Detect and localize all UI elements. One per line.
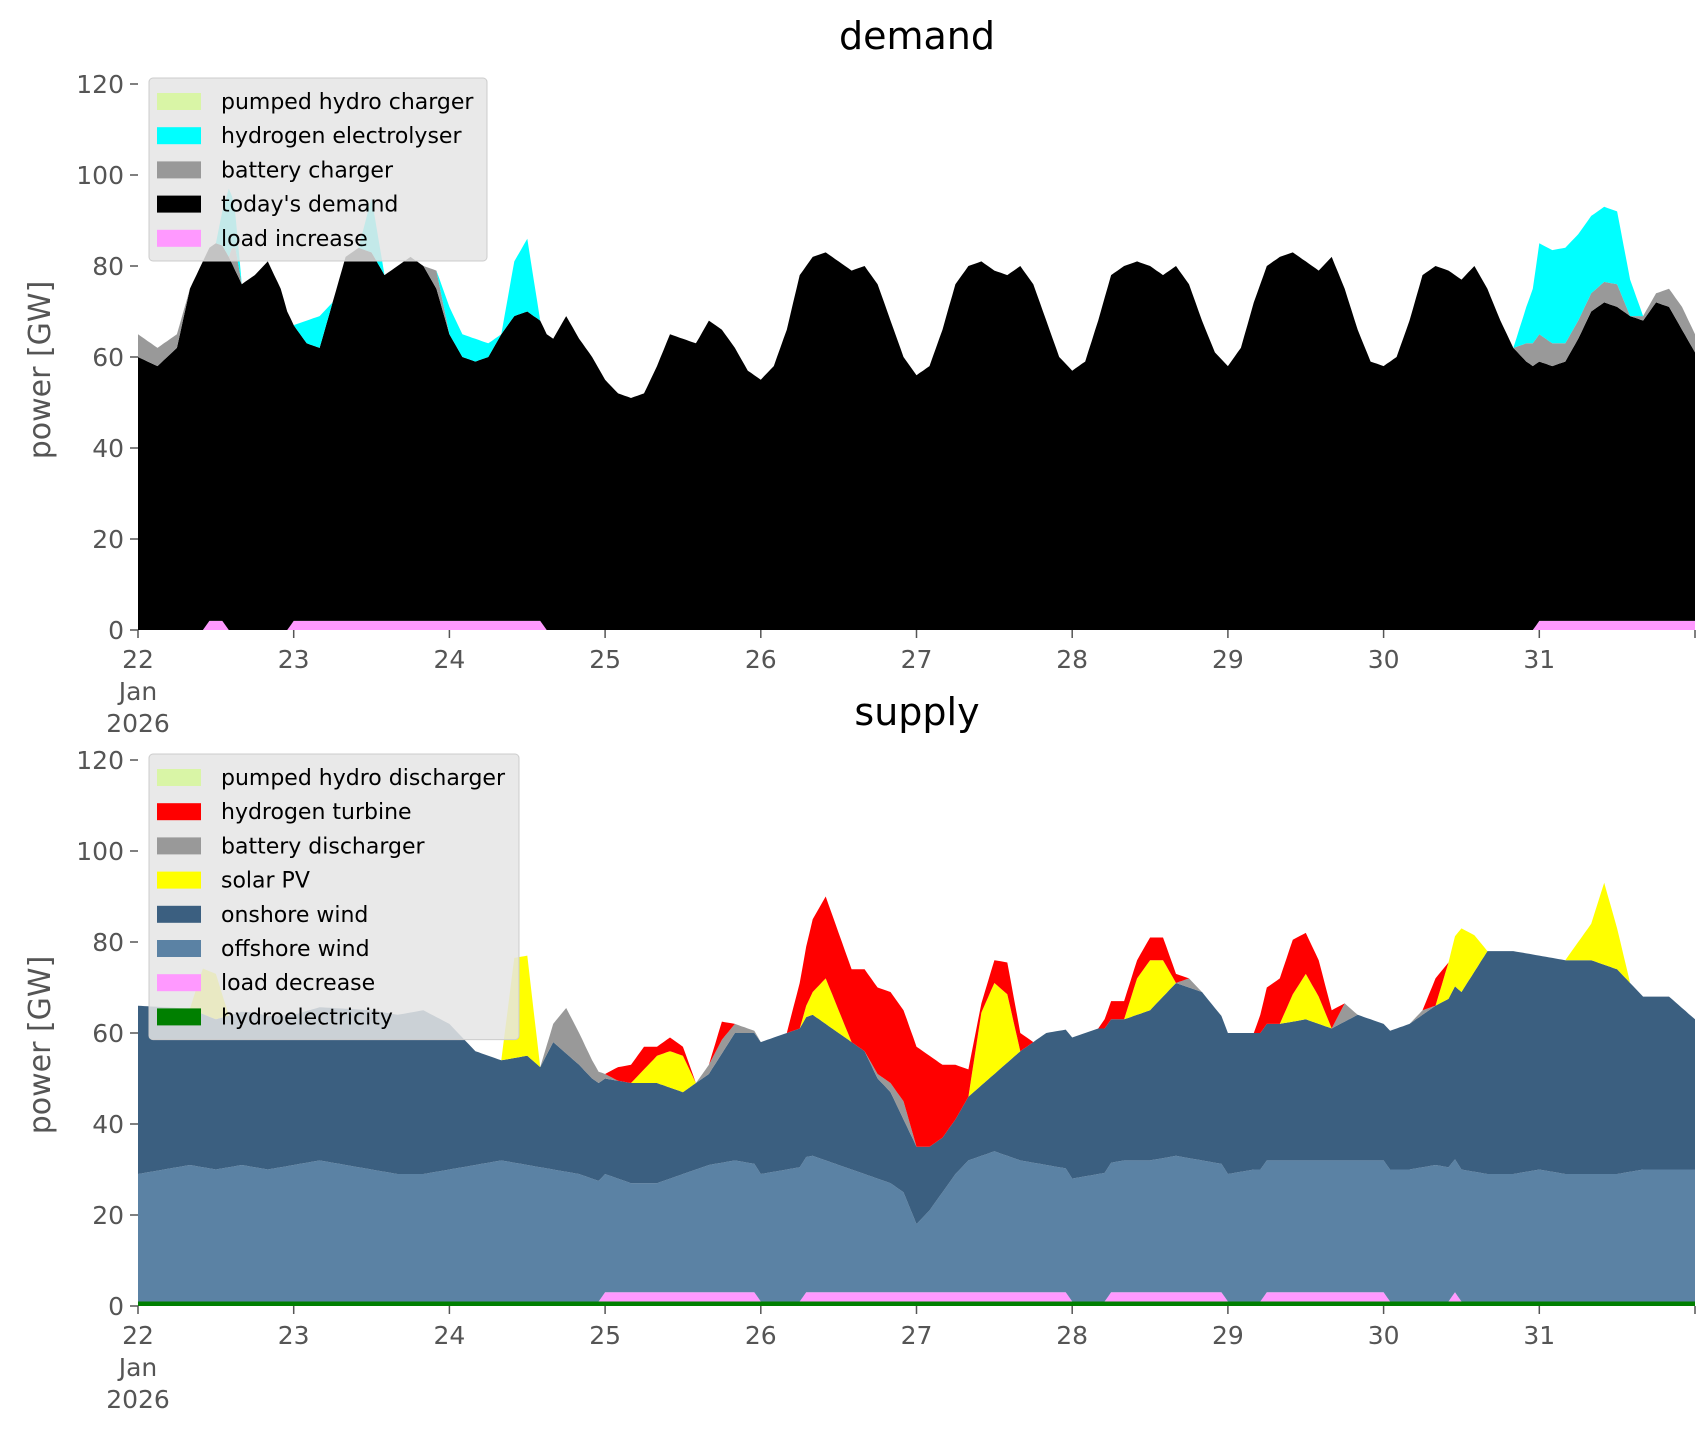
area-onshore-wind [138,951,1695,1225]
supply-ylabel: power [GW] [23,956,58,1135]
y-tick-label: 100 [76,161,124,190]
x-tick-label: 26 [745,645,777,674]
y-tick-label: 40 [92,1110,124,1139]
legend-swatch-pumped-hydro-discharger [157,769,201,786]
legend-label-today-s-demand: today's demand [221,193,398,218]
legend-box [148,753,520,1041]
x-tick-label: 29 [1212,1321,1244,1350]
x-tick-year: 2026 [106,709,170,738]
legend-label-offshore-wind: offshore wind [221,937,370,962]
y-tick-label: 20 [92,525,124,554]
y-tick-label: 100 [76,837,124,866]
x-tick-label: 30 [1368,645,1400,674]
area-load-increase [138,620,1695,630]
legend-label-pumped-hydro-discharger: pumped hydro discharger [221,766,506,791]
x-tick-label: 23 [278,1321,310,1350]
legend-swatch-battery-charger [157,161,201,179]
legend-swatch-hydrogen-turbine [157,803,201,821]
legend-swatch-load-decrease [157,974,201,992]
area-load-decrease [138,1292,1695,1302]
y-tick-label: 60 [92,1019,124,1048]
supply-areas [138,882,1695,1306]
x-tick-label: 22 [122,645,154,674]
legend-swatch-solar-pv [157,871,201,889]
x-tick-label: 28 [1056,645,1088,674]
legend-label-load-decrease: load decrease [221,971,375,996]
x-tick-label: 30 [1368,1321,1400,1350]
legend-swatch-offshore-wind [157,940,201,957]
supply-legend: pumped hydro discharger hydrogen turbine b… [148,753,520,1041]
legend-label-hydrogen-electrolyser: hydrogen electrolyser [221,124,462,149]
x-tick-label: 29 [1212,645,1244,674]
x-tick-label: 25 [589,645,621,674]
legend-label-hydrogen-turbine: hydrogen turbine [221,800,412,825]
x-tick-month: Jan [117,677,158,706]
legend-swatch-pumped-hydro-charger [157,93,201,110]
legend-label-load-increase: load increase [221,227,368,252]
area-today-s-demand [138,243,1695,631]
area-hydrogen-turbine [138,882,1695,1147]
y-tick-label: 120 [76,746,124,775]
legend-label-onshore-wind: onshore wind [221,903,368,928]
x-tick-label: 23 [278,645,310,674]
x-tick-label: 27 [901,1321,933,1350]
supply-y-ticks: 0 20 40 60 80 100 120 [76,746,138,1321]
x-tick-label: 31 [1523,1321,1555,1350]
legend-label-battery-charger: battery charger [221,158,394,183]
demand-legend: pumped hydro charger hydrogen electrolyse… [148,77,488,262]
y-tick-label: 40 [92,434,124,463]
x-tick-label: 31 [1523,645,1555,674]
demand-ylabel: power [GW] [23,281,58,460]
legend-swatch-hydroelectricity [157,1008,201,1026]
legend-swatch-hydrogen-electrolyser [157,127,201,145]
x-tick-label: 28 [1056,1321,1088,1350]
legend-swatch-load-increase [157,229,201,247]
x-tick-label: 26 [745,1321,777,1350]
area-hydroelectricity [138,1301,1695,1306]
legend-swatch-battery-discharger [157,837,201,855]
x-tick-month: Jan [117,1353,158,1382]
x-tick-label: 24 [433,645,465,674]
legend-swatch-today-s-demand [157,195,201,213]
x-tick-year: 2026 [106,1385,170,1414]
demand-x-ticks: 22 Jan 2026 23 24 25 26 27 28 29 30 31 [106,630,1696,738]
demand-areas [138,188,1695,631]
area-hydrogen-electrolyser [138,188,1695,398]
legend-label-pumped-hydro-charger: pumped hydro charger [221,90,474,115]
area-offshore-wind [138,1151,1695,1302]
demand-title: demand [839,14,995,58]
x-tick-label: 24 [433,1321,465,1350]
y-tick-label: 20 [92,1201,124,1230]
y-tick-label: 0 [108,616,124,645]
legend-label-battery-discharger: battery discharger [221,834,426,859]
legend-box [148,77,488,262]
supply-title: supply [854,690,979,734]
y-tick-label: 80 [92,252,124,281]
demand-y-ticks: 0 20 40 60 80 100 120 [76,70,138,645]
x-tick-label: 22 [122,1321,154,1350]
x-tick-label: 25 [589,1321,621,1350]
legend-label-solar-pv: solar PV [221,869,310,894]
x-tick-label: 27 [901,645,933,674]
legend-label-hydroelectricity: hydroelectricity [221,1005,393,1030]
y-tick-label: 0 [108,1292,124,1321]
y-tick-label: 80 [92,928,124,957]
legend-swatch-onshore-wind [157,905,201,923]
supply-x-ticks: 22 Jan 2026 23 24 25 26 27 28 29 30 31 [106,1306,1696,1414]
y-tick-label: 120 [76,70,124,99]
y-tick-label: 60 [92,343,124,372]
